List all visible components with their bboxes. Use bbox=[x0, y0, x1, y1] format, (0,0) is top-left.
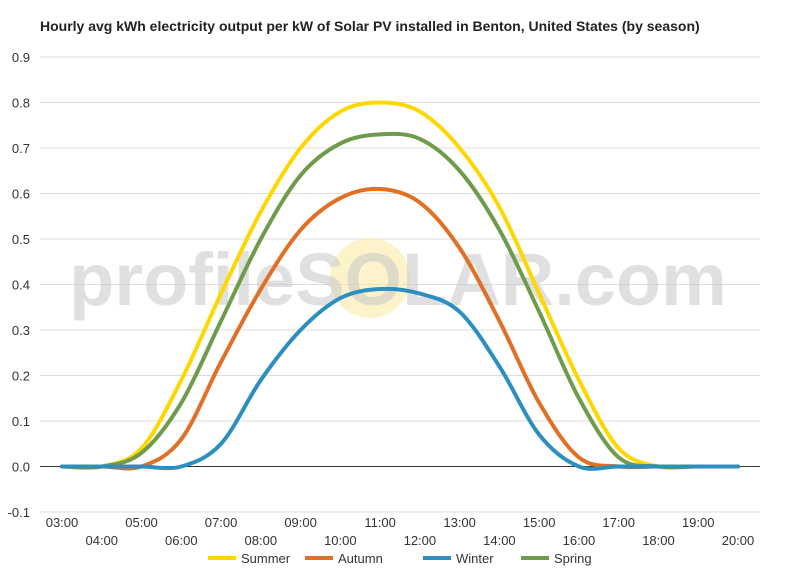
legend-label-autumn: Autumn bbox=[338, 551, 383, 566]
y-tick-label: 0.5 bbox=[12, 232, 30, 247]
x-tick-label: 06:00 bbox=[165, 533, 198, 548]
x-tick-label: 05:00 bbox=[125, 515, 158, 530]
legend-label-spring: Spring bbox=[554, 551, 592, 566]
y-tick-label: 0.2 bbox=[12, 369, 30, 384]
x-tick-label: 08:00 bbox=[245, 533, 278, 548]
x-tick-label: 14:00 bbox=[483, 533, 516, 548]
x-tick-label: 17:00 bbox=[602, 515, 635, 530]
y-tick-label: 0.3 bbox=[12, 323, 30, 338]
x-tick-label: 09:00 bbox=[284, 515, 317, 530]
x-tick-label: 19:00 bbox=[682, 515, 715, 530]
x-tick-label: 11:00 bbox=[364, 515, 396, 530]
x-tick-label: 04:00 bbox=[85, 533, 118, 548]
x-tick-label: 20:00 bbox=[722, 533, 755, 548]
legend-label-summer: Summer bbox=[241, 551, 291, 566]
legend: Summer Autumn Winter Spring bbox=[208, 551, 592, 566]
x-tick-label: 10:00 bbox=[324, 533, 357, 548]
x-tick-label: 15:00 bbox=[523, 515, 556, 530]
x-tick-label: 03:00 bbox=[46, 515, 79, 530]
x-tick-label: 18:00 bbox=[642, 533, 675, 548]
y-tick-label: 0.4 bbox=[12, 278, 30, 293]
x-tick-label: 16:00 bbox=[563, 533, 596, 548]
y-tick-label: 0.7 bbox=[12, 141, 30, 156]
y-tick-label: 0.6 bbox=[12, 187, 30, 202]
x-tick-label: 12:00 bbox=[404, 533, 437, 548]
watermark: profileSOLAR.com bbox=[69, 238, 727, 321]
y-tick-label: 0.1 bbox=[12, 414, 30, 429]
x-tick-label: 07:00 bbox=[205, 515, 238, 530]
y-tick-label: 0.8 bbox=[12, 96, 30, 111]
y-tick-label: 0.0 bbox=[12, 460, 30, 475]
legend-label-winter: Winter bbox=[456, 551, 494, 566]
x-tick-label: 13:00 bbox=[443, 515, 476, 530]
y-tick-label: -0.1 bbox=[8, 505, 30, 520]
watermark-text: profileSOLAR.com bbox=[69, 238, 727, 321]
y-tick-label: 0.9 bbox=[12, 50, 30, 65]
